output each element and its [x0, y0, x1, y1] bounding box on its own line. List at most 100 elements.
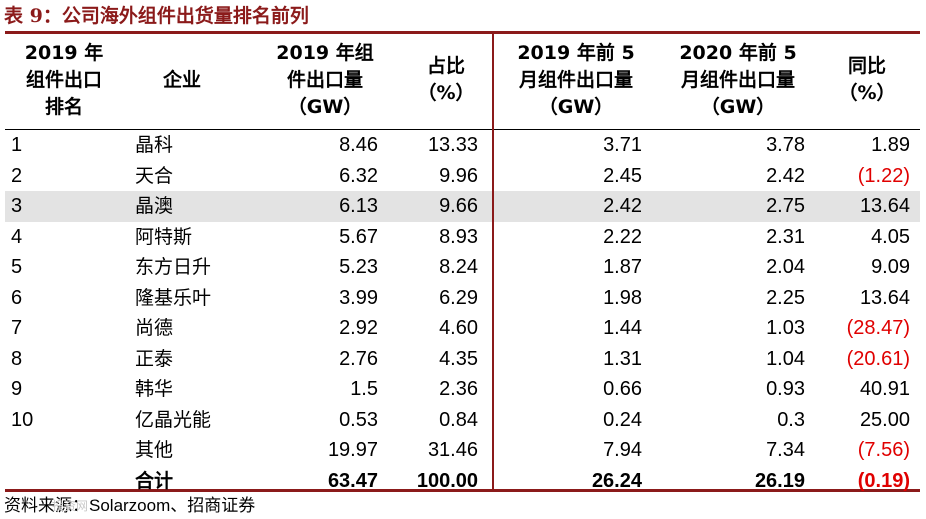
table-row: 3 晶澳 6.13 9.66 2.42 2.75 13.64 — [5, 191, 920, 222]
cell-yoy: 1.89 — [871, 134, 910, 156]
header-export2019: 2019 年组 件出口量 （GW） — [250, 40, 400, 121]
cell-export2019: 2.92 — [339, 317, 378, 339]
source-note: 资料来源：Solarzoom、招商证券 — [4, 494, 255, 518]
header-share2019-line2: （%） — [417, 82, 475, 104]
data-table: 2019 年 组件出口 排名 企业 2019 年组 件出口量 （GW） 占比 （… — [5, 31, 920, 492]
cell-company: 亿晶光能 — [135, 408, 212, 431]
cell-share2019: 4.60 — [439, 317, 478, 339]
cell-export2019: 3.99 — [339, 286, 378, 309]
cell-jm2020: 2.42 — [766, 164, 805, 187]
table-title: 表 9：公司海外组件出货量排名前列 — [4, 5, 309, 27]
header-jm2020-line1: 2020 年前 5 — [679, 42, 797, 64]
cell-company: 阿特斯 — [135, 225, 193, 248]
header-jm2019-line1: 2019 年前 5 — [517, 42, 635, 64]
cell-jm2020: 26.19 — [754, 469, 805, 492]
cell-rank: 10 — [11, 408, 34, 431]
header-yoy-line1: 同比 — [847, 55, 886, 77]
header-jm2020: 2020 年前 5 月组件出口量 （GW） — [661, 40, 815, 121]
cell-jm2019: 1.98 — [603, 286, 642, 309]
cell-yoy: (28.47) — [846, 317, 910, 339]
cell-rank: 8 — [11, 347, 23, 370]
cell-jm2019: 1.44 — [603, 317, 642, 339]
cell-jm2019: 2.22 — [603, 225, 642, 248]
header-jm2019-line3: （GW） — [538, 96, 614, 118]
cell-rank: 5 — [11, 256, 23, 278]
header-jm2020-line3: （GW） — [700, 96, 776, 118]
cell-export2019: 5.23 — [339, 256, 378, 278]
cell-rank: 7 — [11, 317, 23, 339]
cell-company: 韩华 — [135, 378, 174, 400]
cell-jm2019: 0.66 — [603, 378, 642, 400]
cell-share2019: 0.84 — [439, 408, 478, 431]
header-share2019: 占比 （%） — [400, 53, 492, 107]
table-row: 6 隆基乐叶 3.99 6.29 1.98 2.25 13.64 — [5, 283, 920, 314]
cell-company: 晶科 — [135, 134, 174, 156]
cell-yoy: (20.61) — [846, 347, 910, 370]
column-divider — [492, 34, 494, 489]
cell-export2019: 0.53 — [339, 408, 378, 431]
header-company-line1: 企业 — [163, 69, 202, 91]
cell-jm2020: 2.25 — [766, 286, 805, 309]
watermark: 投资网 — [52, 499, 89, 513]
cell-rank: 9 — [11, 378, 23, 400]
source-prefix: 资料来源： — [4, 496, 89, 516]
header-export2019-line3: （GW） — [287, 96, 363, 118]
cell-export2019: 5.67 — [339, 225, 378, 248]
cell-jm2019: 3.71 — [603, 134, 642, 156]
table-header: 2019 年 组件出口 排名 企业 2019 年组 件出口量 （GW） 占比 （… — [5, 34, 920, 130]
source-org: Solarzoom — [89, 496, 171, 515]
cell-share2019: 6.29 — [439, 286, 478, 309]
cell-share2019: 4.35 — [439, 347, 478, 370]
table-row: 2 天合 6.32 9.96 2.45 2.42 (1.22) — [5, 161, 920, 192]
table-row: 9 韩华 1.5 2.36 0.66 0.93 40.91 — [5, 374, 920, 405]
cell-jm2020: 2.31 — [766, 225, 805, 248]
header-export2019-line1: 2019 年组 — [276, 42, 374, 64]
table-row: 7 尚德 2.92 4.60 1.44 1.03 (28.47) — [5, 313, 920, 344]
cell-yoy: (1.22) — [857, 164, 910, 187]
cell-yoy: 25.00 — [859, 408, 910, 431]
cell-share2019: 13.33 — [427, 134, 478, 156]
cell-share2019: 100.00 — [416, 469, 478, 492]
header-yoy-line2: （%） — [838, 82, 896, 104]
table-row: 8 正泰 2.76 4.35 1.31 1.04 (20.61) — [5, 344, 920, 375]
cell-export2019: 1.5 — [350, 378, 378, 400]
cell-jm2020: 2.75 — [766, 195, 805, 217]
header-rank-line1: 2019 年 — [24, 42, 104, 64]
header-jm2019: 2019 年前 5 月组件出口量 （GW） — [500, 40, 652, 121]
cell-jm2020: 7.34 — [766, 439, 805, 461]
table-row: 4 阿特斯 5.67 8.93 2.22 2.31 4.05 — [5, 222, 920, 253]
cell-jm2019: 26.24 — [591, 469, 642, 492]
table-row: 10 亿晶光能 0.53 0.84 0.24 0.3 25.00 — [5, 405, 920, 436]
cell-export2019: 8.46 — [339, 134, 378, 156]
cell-rank: 4 — [11, 225, 23, 248]
header-rank: 2019 年 组件出口 排名 — [5, 40, 123, 121]
cell-yoy: (0.19) — [857, 469, 910, 492]
cell-share2019: 9.96 — [439, 164, 478, 187]
cell-jm2020: 2.04 — [766, 256, 805, 278]
cell-company: 尚德 — [135, 317, 174, 339]
header-yoy: 同比 （%） — [817, 53, 917, 107]
cell-company: 正泰 — [135, 347, 174, 370]
table-row-total: 合计 63.47 100.00 26.24 26.19 (0.19) — [5, 466, 920, 497]
cell-company: 隆基乐叶 — [135, 286, 212, 309]
cell-export2019: 6.13 — [339, 195, 378, 217]
cell-jm2019: 1.87 — [603, 256, 642, 278]
cell-jm2019: 7.94 — [603, 439, 642, 461]
cell-company: 东方日升 — [135, 256, 212, 278]
table-row: 1 晶科 8.46 13.33 3.71 3.78 1.89 — [5, 130, 920, 161]
cell-yoy: (7.56) — [857, 439, 910, 461]
source-suffix: 、招商证券 — [170, 496, 256, 516]
cell-share2019: 8.24 — [439, 256, 478, 278]
cell-jm2020: 0.93 — [766, 378, 805, 400]
cell-yoy: 13.64 — [859, 286, 910, 309]
header-rank-line2: 组件出口 — [25, 69, 102, 91]
cell-jm2019: 0.24 — [603, 408, 642, 431]
table-row: 5 东方日升 5.23 8.24 1.87 2.04 9.09 — [5, 252, 920, 283]
cell-company: 合计 — [135, 469, 174, 492]
cell-yoy: 9.09 — [871, 256, 910, 278]
cell-yoy: 13.64 — [859, 195, 910, 217]
cell-jm2020: 1.03 — [766, 317, 805, 339]
cell-company: 天合 — [135, 164, 174, 187]
cell-jm2020: 3.78 — [766, 134, 805, 156]
cell-export2019: 6.32 — [339, 164, 378, 187]
